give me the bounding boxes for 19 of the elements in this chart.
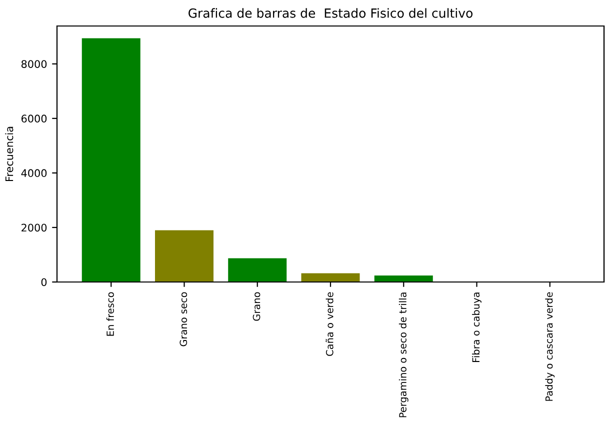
x-tick-label: En fresco [106,292,114,336]
bar [374,275,433,282]
x-tick-label: Pergamino o seco de trilla [398,292,408,418]
y-tick-label: 8000 [21,60,47,68]
y-tick-label: 4000 [21,169,47,178]
x-tick-label: Grano seco [180,292,188,346]
x-tick-label: Caña o verde [326,292,334,356]
x-tick-label: Fibra o cabuya [472,292,482,362]
bar [301,273,360,282]
bar [82,38,140,282]
y-tick-label: 6000 [21,114,47,123]
x-tick-label: Grano [252,292,260,321]
bar [154,230,214,282]
y-tick-label: 0 [41,278,47,286]
y-tick-label: 2000 [22,224,47,232]
bar [228,258,287,282]
y-axis-title: Frecuencia [5,126,14,181]
x-tick-label: Paddy o cascara verde [545,292,555,401]
chart-title: Grafica de barras de Estado Fisico del cultivo [188,8,472,18]
